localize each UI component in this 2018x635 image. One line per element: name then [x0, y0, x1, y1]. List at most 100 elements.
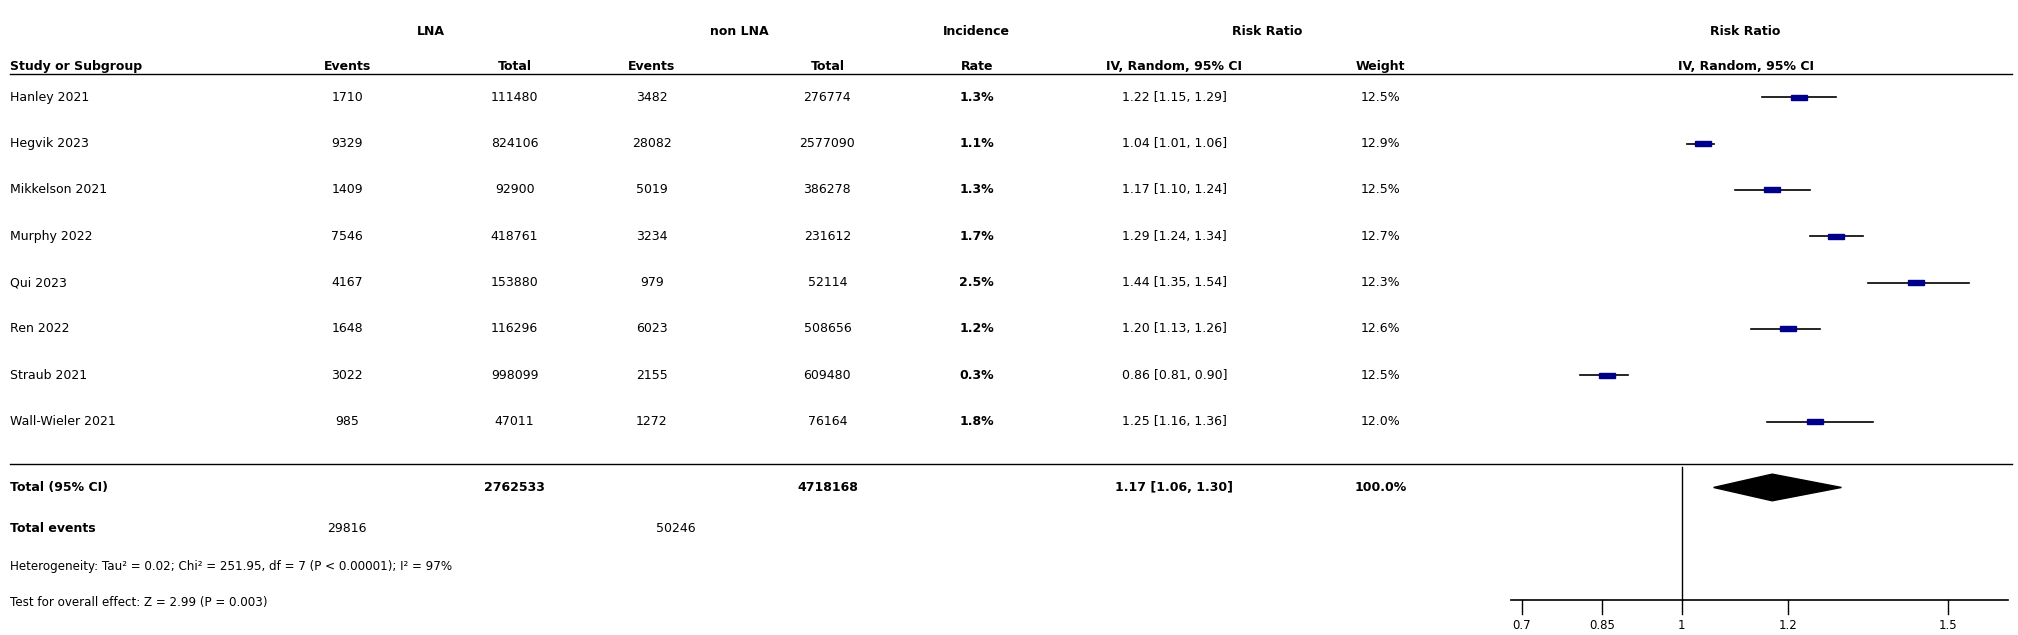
Text: 12.5%: 12.5%: [1360, 369, 1400, 382]
Text: 9329: 9329: [331, 137, 363, 150]
Text: 1.2: 1.2: [1778, 619, 1798, 632]
Text: 231612: 231612: [803, 230, 852, 243]
Text: Events: Events: [628, 60, 676, 73]
Text: 3482: 3482: [636, 91, 668, 104]
Text: Total: Total: [498, 60, 531, 73]
Text: 1.5: 1.5: [1939, 619, 1957, 632]
Text: 1.3%: 1.3%: [959, 91, 995, 104]
Text: LNA: LNA: [418, 25, 444, 38]
Text: IV, Random, 95% CI: IV, Random, 95% CI: [1106, 60, 1243, 73]
Text: 1.2%: 1.2%: [959, 323, 995, 335]
Text: 998099: 998099: [490, 369, 539, 382]
Text: 92900: 92900: [494, 184, 535, 196]
Text: 979: 979: [640, 276, 664, 289]
Text: 418761: 418761: [490, 230, 539, 243]
Text: 0.85: 0.85: [1588, 619, 1614, 632]
Text: Risk Ratio: Risk Ratio: [1233, 25, 1302, 38]
Text: 153880: 153880: [490, 276, 539, 289]
Text: Total (95% CI): Total (95% CI): [10, 481, 109, 494]
Text: Murphy 2022: Murphy 2022: [10, 230, 93, 243]
Text: 116296: 116296: [490, 323, 539, 335]
Text: 1272: 1272: [636, 415, 668, 428]
Text: Straub 2021: Straub 2021: [10, 369, 87, 382]
Text: 3234: 3234: [636, 230, 668, 243]
Text: 1648: 1648: [331, 323, 363, 335]
Text: 7546: 7546: [331, 230, 363, 243]
Bar: [1806, 419, 1822, 424]
Text: 1409: 1409: [331, 184, 363, 196]
Text: 2.5%: 2.5%: [959, 276, 995, 289]
Text: Study or Subgroup: Study or Subgroup: [10, 60, 141, 73]
Text: Hegvik 2023: Hegvik 2023: [10, 137, 89, 150]
Text: 1.3%: 1.3%: [959, 184, 995, 196]
Text: 12.5%: 12.5%: [1360, 91, 1400, 104]
Text: 508656: 508656: [803, 323, 852, 335]
Text: Total events: Total events: [10, 522, 95, 535]
Text: IV, Random, 95% CI: IV, Random, 95% CI: [1677, 60, 1814, 73]
Text: 12.0%: 12.0%: [1360, 415, 1400, 428]
Text: 111480: 111480: [490, 91, 539, 104]
Text: 12.7%: 12.7%: [1360, 230, 1400, 243]
Text: 609480: 609480: [803, 369, 852, 382]
Text: 0.3%: 0.3%: [959, 369, 995, 382]
Text: 386278: 386278: [803, 184, 852, 196]
Text: 12.3%: 12.3%: [1360, 276, 1400, 289]
Text: 28082: 28082: [632, 137, 672, 150]
Text: 4167: 4167: [331, 276, 363, 289]
Bar: [1780, 326, 1796, 331]
Bar: [1828, 234, 1844, 239]
Text: 1.44 [1.35, 1.54]: 1.44 [1.35, 1.54]: [1122, 276, 1227, 289]
Text: Risk Ratio: Risk Ratio: [1711, 25, 1780, 38]
Text: 276774: 276774: [803, 91, 852, 104]
Text: 4718168: 4718168: [797, 481, 858, 494]
Text: 5019: 5019: [636, 184, 668, 196]
Text: Incidence: Incidence: [942, 25, 1011, 38]
Text: 1.8%: 1.8%: [959, 415, 995, 428]
Text: 12.9%: 12.9%: [1360, 137, 1400, 150]
Text: 6023: 6023: [636, 323, 668, 335]
Text: 29816: 29816: [327, 522, 367, 535]
Text: 1.17 [1.10, 1.24]: 1.17 [1.10, 1.24]: [1122, 184, 1227, 196]
Text: 100.0%: 100.0%: [1354, 481, 1407, 494]
Text: 1.1%: 1.1%: [959, 137, 995, 150]
Text: 2155: 2155: [636, 369, 668, 382]
Text: 985: 985: [335, 415, 359, 428]
Text: 2762533: 2762533: [484, 481, 545, 494]
Text: 47011: 47011: [494, 415, 535, 428]
Bar: [1907, 280, 1923, 285]
Text: Rate: Rate: [961, 60, 993, 73]
Text: 76164: 76164: [807, 415, 848, 428]
Bar: [1695, 141, 1711, 146]
Text: 50246: 50246: [656, 522, 696, 535]
Polygon shape: [1713, 474, 1842, 501]
Text: 1.04 [1.01, 1.06]: 1.04 [1.01, 1.06]: [1122, 137, 1227, 150]
Text: Hanley 2021: Hanley 2021: [10, 91, 89, 104]
Text: Wall-Wieler 2021: Wall-Wieler 2021: [10, 415, 115, 428]
Text: 3022: 3022: [331, 369, 363, 382]
Text: 0.7: 0.7: [1514, 619, 1532, 632]
Text: Qui 2023: Qui 2023: [10, 276, 67, 289]
Text: 1: 1: [1677, 619, 1685, 632]
Text: Heterogeneity: Tau² = 0.02; Chi² = 251.95, df = 7 (P < 0.00001); I² = 97%: Heterogeneity: Tau² = 0.02; Chi² = 251.9…: [10, 560, 452, 573]
Text: 824106: 824106: [490, 137, 539, 150]
Bar: [1790, 95, 1806, 100]
Text: non LNA: non LNA: [710, 25, 769, 38]
Text: 1.29 [1.24, 1.34]: 1.29 [1.24, 1.34]: [1122, 230, 1227, 243]
Bar: [1764, 187, 1780, 192]
Text: 12.5%: 12.5%: [1360, 184, 1400, 196]
Bar: [1598, 373, 1614, 378]
Text: Weight: Weight: [1356, 60, 1405, 73]
Text: 1.25 [1.16, 1.36]: 1.25 [1.16, 1.36]: [1122, 415, 1227, 428]
Text: 2577090: 2577090: [799, 137, 856, 150]
Text: 1.20 [1.13, 1.26]: 1.20 [1.13, 1.26]: [1122, 323, 1227, 335]
Text: 1.22 [1.15, 1.29]: 1.22 [1.15, 1.29]: [1122, 91, 1227, 104]
Text: 1.17 [1.06, 1.30]: 1.17 [1.06, 1.30]: [1116, 481, 1233, 494]
Text: Mikkelson 2021: Mikkelson 2021: [10, 184, 107, 196]
Text: 12.6%: 12.6%: [1360, 323, 1400, 335]
Text: 1.7%: 1.7%: [959, 230, 995, 243]
Text: Test for overall effect: Z = 2.99 (P = 0.003): Test for overall effect: Z = 2.99 (P = 0…: [10, 596, 268, 609]
Text: 1710: 1710: [331, 91, 363, 104]
Text: Total: Total: [811, 60, 844, 73]
Text: 52114: 52114: [807, 276, 848, 289]
Text: 0.86 [0.81, 0.90]: 0.86 [0.81, 0.90]: [1122, 369, 1227, 382]
